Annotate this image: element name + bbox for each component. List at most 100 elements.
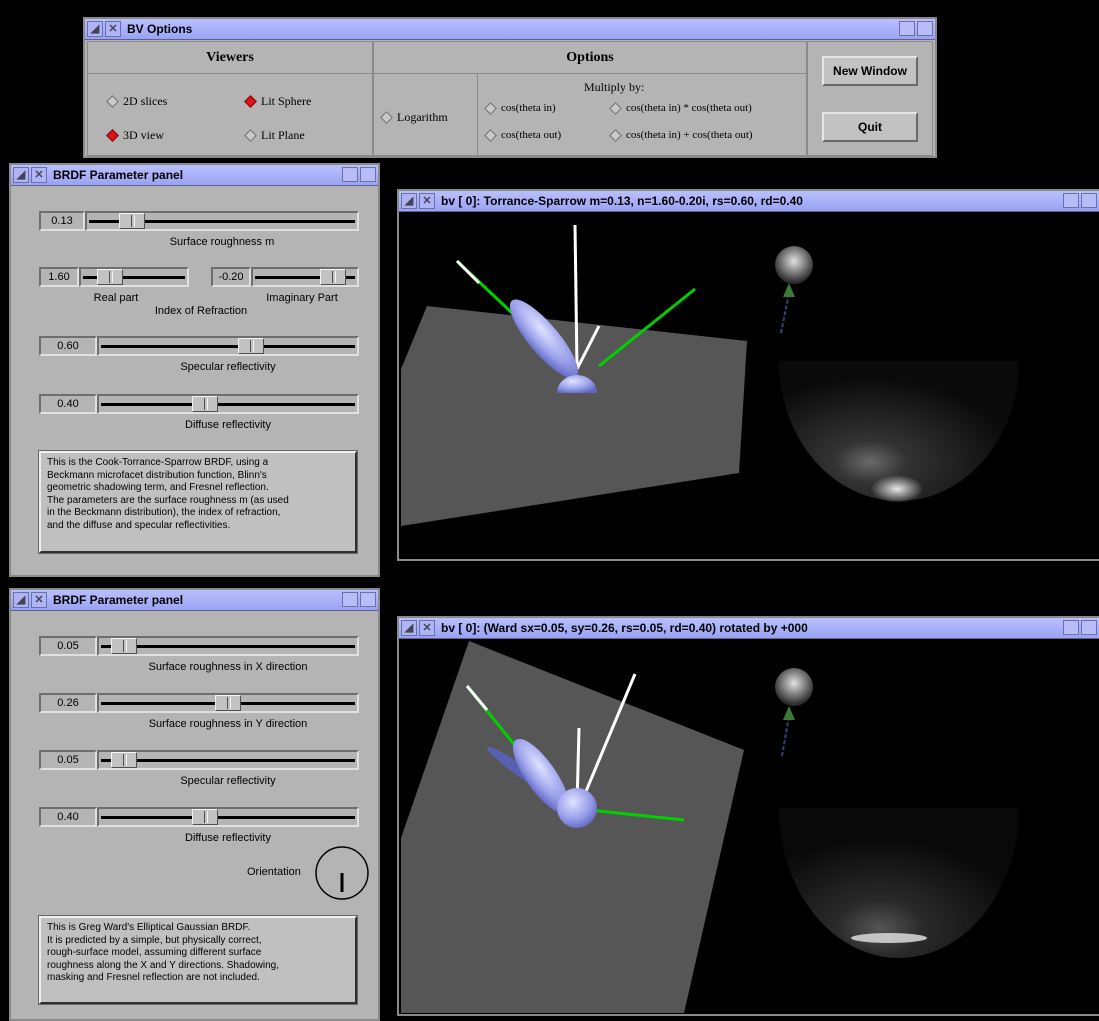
3d-canvas[interactable] <box>399 638 1099 1014</box>
index-of-refraction-caption: Index of Refraction <box>154 305 248 317</box>
view2-titlebar[interactable]: ◢ ✕ bv [ 0]: (Ward sx=0.05, sy=0.26, rs=… <box>399 618 1099 639</box>
roughness-x-value[interactable]: 0.05 <box>39 636 97 656</box>
brdf-description: This is Greg Ward's Elliptical Gaussian … <box>38 915 358 1005</box>
actions-section: New Window Quit <box>807 41 933 156</box>
outgoing-vector <box>598 287 696 368</box>
roughness-y-slider[interactable] <box>97 693 359 713</box>
maximize-icon[interactable] <box>360 592 376 607</box>
close-icon[interactable]: ✕ <box>419 620 435 636</box>
radio-indicator-icon <box>244 95 257 108</box>
arrow-head-icon <box>783 706 795 720</box>
viewer-lit-sphere[interactable]: Lit Sphere <box>244 94 311 109</box>
close-icon[interactable]: ✕ <box>419 193 435 209</box>
window-title: BV Options <box>127 22 193 36</box>
view1-titlebar[interactable]: ◢ ✕ bv [ 0]: Torrance-Sparrow m=0.13, n=… <box>399 191 1099 212</box>
window-menu-icon[interactable]: ◢ <box>87 21 103 37</box>
multiply-cos-theta-in[interactable]: cos(theta in) <box>484 101 556 115</box>
real-part-slider[interactable] <box>79 267 189 287</box>
window-menu-icon[interactable]: ◢ <box>401 620 417 636</box>
orientation-dial[interactable] <box>314 845 370 901</box>
options-titlebar[interactable]: ◢ ✕ BV Options <box>85 19 935 40</box>
roughness-m-slider[interactable] <box>85 211 359 231</box>
maximize-icon[interactable] <box>1081 193 1097 208</box>
specular-highlight <box>871 475 923 503</box>
maximize-icon[interactable] <box>1081 620 1097 635</box>
viewer-2d-slices[interactable]: 2D slices <box>106 94 167 109</box>
radio-indicator-icon <box>609 128 622 142</box>
diffuse-value[interactable]: 0.40 <box>39 807 97 827</box>
options-header: Options <box>566 50 614 65</box>
roughness-m-caption: Surface roughness m <box>169 236 275 248</box>
slider-thumb[interactable] <box>238 338 264 354</box>
multiply-cos-in-plus-cos-out[interactable]: cos(theta in) + cos(theta out) <box>609 128 753 142</box>
imaginary-part-slider[interactable] <box>251 267 359 287</box>
lit-sphere-thumbnail <box>775 246 813 284</box>
normal-vector <box>577 673 637 809</box>
window-menu-icon[interactable]: ◢ <box>401 193 417 209</box>
maximize-icon[interactable] <box>917 21 933 36</box>
multiply-cos-theta-out[interactable]: cos(theta out) <box>484 128 561 142</box>
light-direction-arrow <box>781 715 790 757</box>
3d-canvas[interactable] <box>399 211 1099 559</box>
roughness-m-value[interactable]: 0.13 <box>39 211 85 231</box>
minimize-icon[interactable] <box>1063 620 1079 635</box>
slider-thumb[interactable] <box>111 752 137 768</box>
slider-thumb[interactable] <box>192 396 218 412</box>
roughness-x-caption: Surface roughness in X direction <box>148 661 308 673</box>
panel2-titlebar[interactable]: ◢ ✕ BRDF Parameter panel <box>11 590 378 611</box>
roughness-y-value[interactable]: 0.26 <box>39 693 97 713</box>
logarithm-toggle[interactable]: Logarithm <box>380 110 448 125</box>
bv-view-ward: ◢ ✕ bv [ 0]: (Ward sx=0.05, sy=0.26, rs=… <box>397 616 1099 1016</box>
quit-button[interactable]: Quit <box>822 112 918 142</box>
multiply-cos-in-times-cos-out[interactable]: cos(theta in) * cos(theta out) <box>609 101 752 115</box>
slider-thumb[interactable] <box>215 695 241 711</box>
close-icon[interactable]: ✕ <box>31 167 47 183</box>
close-icon[interactable]: ✕ <box>105 21 121 37</box>
slider-thumb[interactable] <box>111 638 137 654</box>
specular-value[interactable]: 0.05 <box>39 750 97 770</box>
window-title: bv [ 0]: Torrance-Sparrow m=0.13, n=1.60… <box>441 194 803 208</box>
viewer-lit-plane[interactable]: Lit Plane <box>244 128 305 143</box>
new-window-button[interactable]: New Window <box>822 56 918 86</box>
specular-value[interactable]: 0.60 <box>39 336 97 356</box>
real-part-value[interactable]: 1.60 <box>39 267 79 287</box>
panel1-titlebar[interactable]: ◢ ✕ BRDF Parameter panel <box>11 165 378 186</box>
window-menu-icon[interactable]: ◢ <box>13 592 29 608</box>
diffuse-value[interactable]: 0.40 <box>39 394 97 414</box>
options-section: Options Logarithm Multiply by: cos(theta… <box>373 41 807 156</box>
viewer-3d-view[interactable]: 3D view <box>106 128 164 143</box>
viewers-section: Viewers 2D slices Lit Sphere 3D view Lit… <box>87 41 373 156</box>
slider-thumb[interactable] <box>97 269 123 285</box>
minimize-icon[interactable] <box>1063 193 1079 208</box>
specular-slider[interactable] <box>97 750 359 770</box>
radio-indicator-icon <box>380 111 393 124</box>
surface-plane <box>401 306 747 526</box>
real-part-caption: Real part <box>93 292 139 304</box>
slider-thumb[interactable] <box>320 269 346 285</box>
incident-vector-tip <box>465 685 489 711</box>
maximize-icon[interactable] <box>360 167 376 182</box>
radio-indicator-icon <box>609 101 622 115</box>
brdf-description: This is the Cook-Torrance-Sparrow BRDF, … <box>38 450 358 554</box>
diffuse-slider[interactable] <box>97 394 359 414</box>
bv-options-window: ◢ ✕ BV Options Viewers 2D slices Lit Sph… <box>83 17 937 158</box>
window-menu-icon[interactable]: ◢ <box>13 167 29 183</box>
imaginary-part-value[interactable]: -0.20 <box>211 267 251 287</box>
close-icon[interactable]: ✕ <box>31 592 47 608</box>
minimize-icon[interactable] <box>342 167 358 182</box>
multiply-by-label: Multiply by: <box>584 80 645 94</box>
specular-caption: Specular reflectivity <box>180 775 276 787</box>
minimize-icon[interactable] <box>342 592 358 607</box>
lit-hemisphere <box>779 808 1019 958</box>
radio-indicator-icon <box>484 128 497 142</box>
radio-indicator-icon <box>244 129 257 142</box>
roughness-x-slider[interactable] <box>97 636 359 656</box>
minimize-icon[interactable] <box>899 21 915 36</box>
diffuse-lobe <box>557 375 597 393</box>
specular-slider[interactable] <box>97 336 359 356</box>
slider-thumb[interactable] <box>119 213 145 229</box>
window-title: BRDF Parameter panel <box>53 168 184 182</box>
radio-indicator-icon <box>484 101 497 115</box>
diffuse-slider[interactable] <box>97 807 359 827</box>
slider-thumb[interactable] <box>192 809 218 825</box>
